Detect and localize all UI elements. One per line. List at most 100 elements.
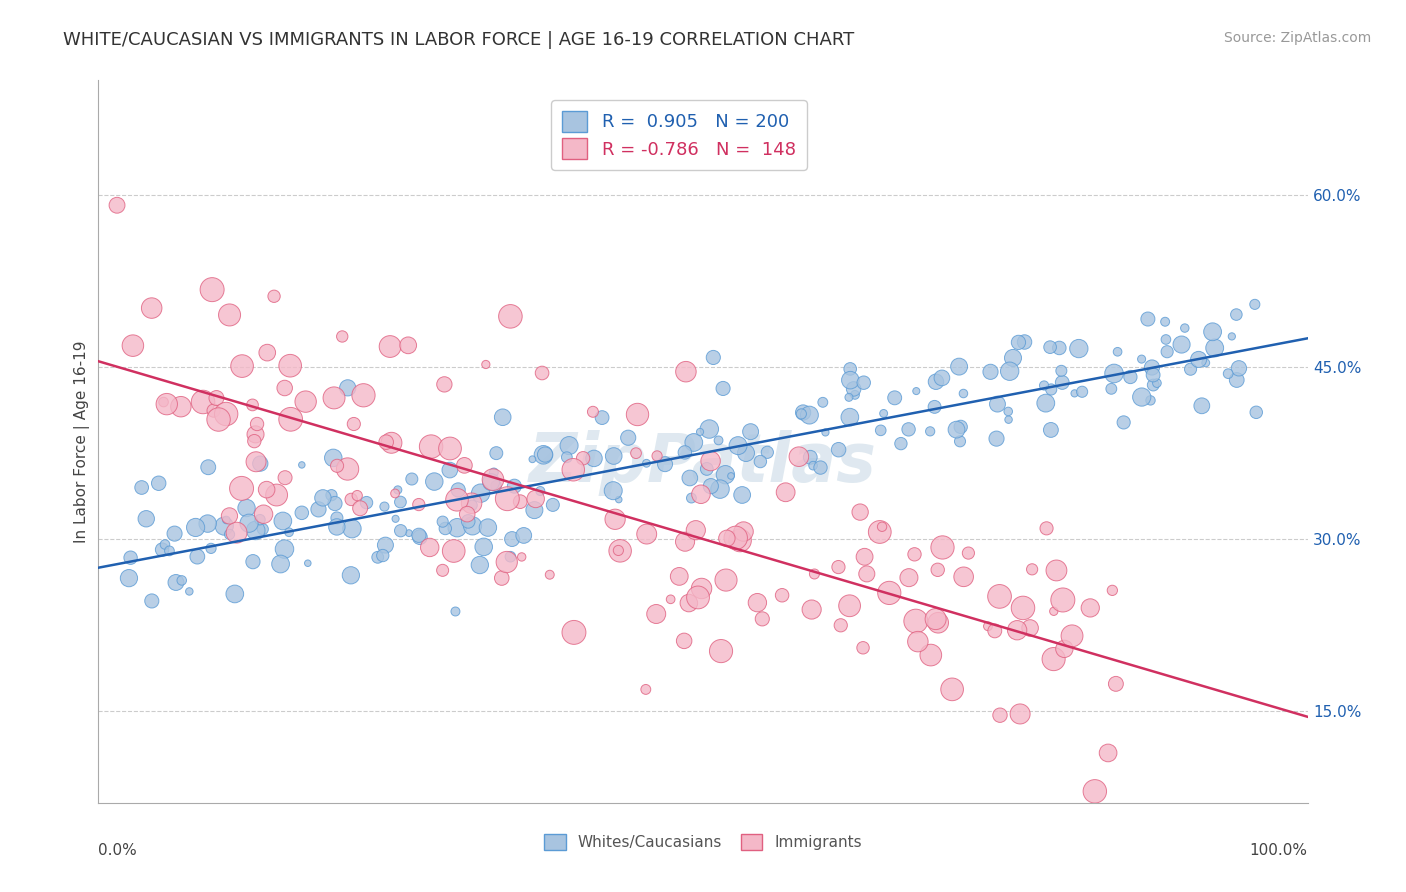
Point: [1136, 312, 1159, 326]
Point: [681, 491, 703, 505]
Point: [803, 566, 825, 581]
Point: [1140, 360, 1163, 375]
Point: [131, 481, 153, 495]
Point: [659, 592, 682, 607]
Point: [294, 394, 316, 409]
Point: [321, 488, 343, 502]
Point: [1039, 423, 1062, 437]
Point: [941, 682, 963, 697]
Point: [503, 479, 526, 493]
Point: [582, 405, 605, 419]
Point: [291, 458, 314, 472]
Point: [485, 479, 508, 493]
Point: [682, 435, 704, 450]
Point: [700, 479, 723, 493]
Point: [353, 388, 375, 402]
Point: [499, 310, 522, 324]
Point: [997, 404, 1019, 418]
Point: [231, 482, 253, 496]
Point: [477, 520, 499, 534]
Point: [326, 511, 349, 525]
Point: [749, 454, 772, 468]
Point: [839, 373, 862, 387]
Point: [461, 519, 484, 533]
Point: [541, 498, 564, 512]
Point: [740, 425, 762, 439]
Point: [323, 391, 346, 405]
Point: [624, 446, 647, 460]
Point: [903, 547, 925, 561]
Point: [931, 371, 953, 385]
Point: [988, 590, 1011, 604]
Point: [799, 408, 821, 422]
Point: [709, 482, 731, 496]
Point: [346, 489, 368, 503]
Point: [920, 425, 942, 439]
Point: [389, 524, 412, 538]
Point: [340, 568, 363, 582]
Point: [1154, 333, 1177, 347]
Point: [800, 602, 823, 616]
Point: [389, 495, 412, 509]
Point: [927, 563, 949, 577]
Point: [380, 435, 402, 450]
Point: [977, 619, 1000, 633]
Point: [256, 483, 278, 497]
Point: [1035, 521, 1057, 535]
Point: [924, 400, 946, 414]
Point: [838, 599, 860, 613]
Point: [326, 520, 349, 534]
Point: [907, 634, 929, 648]
Point: [439, 442, 461, 456]
Point: [523, 503, 546, 517]
Point: [645, 607, 668, 621]
Point: [720, 469, 742, 483]
Point: [787, 450, 810, 464]
Point: [235, 501, 257, 516]
Point: [184, 520, 207, 534]
Point: [872, 407, 894, 421]
Point: [470, 486, 492, 500]
Point: [952, 386, 974, 401]
Point: [927, 615, 949, 630]
Point: [853, 549, 876, 564]
Point: [702, 351, 724, 365]
Point: [697, 422, 720, 436]
Point: [1142, 368, 1164, 382]
Point: [534, 448, 557, 462]
Point: [461, 498, 484, 512]
Point: [572, 451, 595, 466]
Point: [238, 516, 260, 531]
Point: [118, 571, 141, 585]
Point: [654, 457, 676, 471]
Point: [1052, 593, 1074, 607]
Point: [322, 450, 344, 465]
Point: [522, 452, 544, 467]
Point: [696, 462, 718, 476]
Point: [343, 417, 366, 431]
Point: [920, 648, 942, 662]
Point: [602, 483, 624, 498]
Point: [245, 524, 267, 538]
Point: [1142, 378, 1164, 392]
Legend: Whites/Caucasians, Immigrants: Whites/Caucasians, Immigrants: [538, 829, 868, 856]
Point: [202, 403, 225, 417]
Point: [141, 594, 163, 608]
Point: [1019, 621, 1042, 635]
Point: [499, 549, 522, 564]
Point: [1101, 583, 1123, 598]
Point: [1119, 370, 1142, 384]
Point: [148, 476, 170, 491]
Point: [1021, 562, 1043, 576]
Point: [1052, 376, 1074, 390]
Point: [1084, 784, 1107, 798]
Point: [735, 446, 758, 460]
Point: [770, 588, 793, 602]
Point: [533, 448, 555, 462]
Point: [699, 454, 721, 468]
Point: [957, 546, 980, 560]
Point: [801, 458, 824, 473]
Point: [200, 541, 222, 556]
Point: [153, 537, 176, 551]
Point: [925, 375, 948, 389]
